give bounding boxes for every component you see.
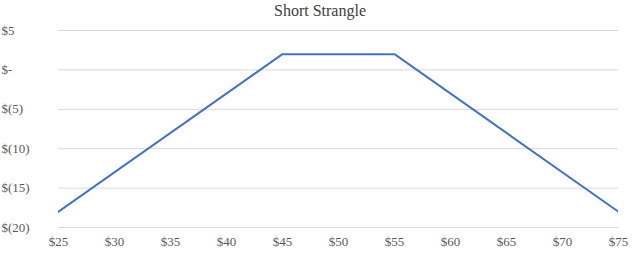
svg-text:$65: $65 [497,234,517,249]
svg-text:$25: $25 [49,234,69,249]
svg-text:$-: $- [2,62,13,77]
svg-text:$55: $55 [385,234,405,249]
svg-text:$(5): $(5) [2,101,24,116]
svg-text:$(20): $(20) [2,220,30,235]
svg-text:$40: $40 [217,234,237,249]
svg-text:$45: $45 [273,234,293,249]
svg-text:$75: $75 [609,234,629,249]
svg-text:$(15): $(15) [2,180,30,195]
svg-text:$(10): $(10) [2,141,30,156]
svg-text:$60: $60 [441,234,461,249]
svg-text:$35: $35 [161,234,181,249]
svg-text:$30: $30 [105,234,125,249]
svg-text:$50: $50 [329,234,349,249]
svg-text:$70: $70 [553,234,573,249]
html-text:Short Strangle: Short Strangle [274,2,366,19]
svg-text:$5: $5 [2,23,15,38]
